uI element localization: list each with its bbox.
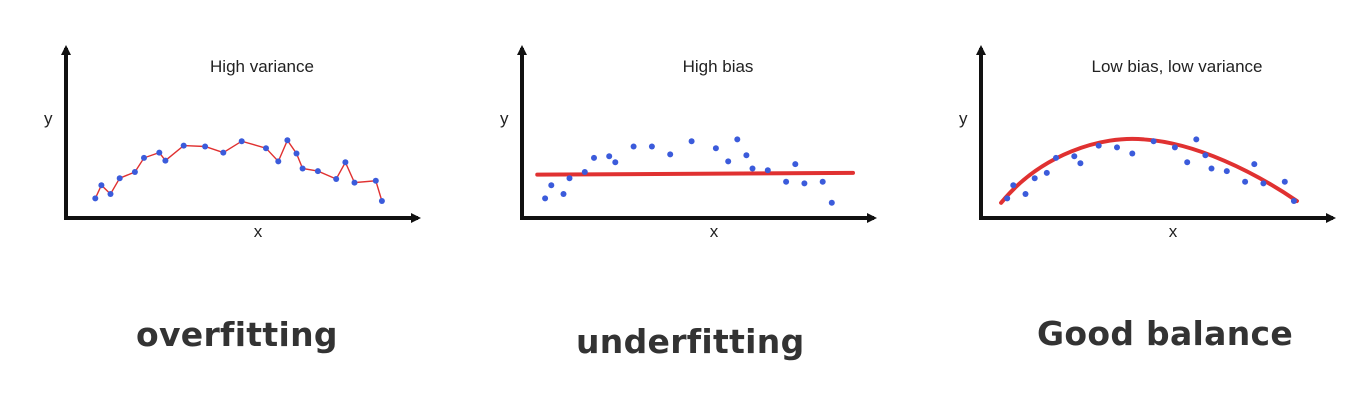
data-point	[180, 142, 187, 149]
caption-good-balance: Good balance	[1037, 314, 1294, 353]
data-point	[783, 178, 790, 185]
data-point	[560, 191, 567, 197]
data-point	[378, 198, 385, 204]
chart-overfitting: High variance x y	[44, 45, 421, 241]
data-point	[162, 157, 169, 164]
data-point	[612, 159, 619, 166]
data-point	[284, 137, 291, 144]
x-axis-label: x	[1169, 222, 1178, 241]
data-point	[1043, 169, 1050, 176]
data-point	[238, 138, 245, 145]
data-point	[1290, 198, 1297, 204]
data-point	[92, 195, 99, 202]
data-point	[1242, 178, 1249, 185]
x-axis-label: x	[710, 222, 719, 241]
data-point	[725, 158, 732, 165]
data-point	[792, 161, 799, 168]
fit-curve	[999, 136, 1299, 205]
data-point	[591, 154, 597, 161]
y-axis-label: y	[500, 109, 509, 128]
data-point	[141, 154, 147, 161]
data-point	[1184, 159, 1191, 166]
panel-underfitting: High bias x y underfitting	[496, 0, 896, 402]
data-point	[156, 149, 163, 156]
data-point	[116, 175, 123, 182]
data-point	[275, 158, 282, 165]
data-point	[648, 143, 655, 150]
panel-title: High variance	[210, 57, 314, 76]
x-axis-label: x	[254, 222, 263, 241]
data-point	[828, 199, 835, 206]
data-point	[131, 169, 138, 175]
data-point	[263, 145, 269, 152]
fit-line	[535, 170, 855, 177]
data-point	[351, 179, 358, 186]
data-point	[1077, 160, 1084, 167]
data-point	[220, 149, 227, 156]
panel-title: Low bias, low variance	[1091, 57, 1262, 76]
data-point	[1202, 152, 1209, 159]
data-point	[333, 176, 340, 182]
data-point	[743, 152, 750, 159]
data-point	[1053, 154, 1059, 161]
data-point	[1223, 168, 1230, 175]
data-point	[1129, 150, 1136, 157]
data-point	[667, 151, 674, 158]
panel-good-balance: Low bias, low variance x y Good balance	[955, 0, 1355, 402]
data-point	[688, 138, 695, 145]
data-point	[566, 175, 573, 182]
data-point	[314, 168, 321, 175]
data-point	[98, 182, 105, 189]
caption-underfitting: underfitting	[576, 322, 805, 361]
data-point	[1150, 138, 1157, 145]
data-point	[299, 165, 306, 172]
data-point	[1031, 175, 1038, 182]
caption-overfitting: overfitting	[136, 315, 338, 354]
data-point	[1171, 144, 1178, 151]
data-point	[1022, 191, 1029, 197]
y-axis-label: y	[44, 109, 53, 128]
data-point	[801, 180, 808, 187]
data-point	[293, 150, 300, 157]
data-point	[1193, 136, 1200, 143]
data-point	[734, 136, 741, 143]
fit-line	[94, 138, 383, 202]
data-point	[1281, 178, 1288, 185]
panel-overfitting: High variance x y overfitting	[40, 0, 440, 402]
data-point	[1010, 182, 1017, 189]
data-point	[542, 195, 549, 202]
panel-title: High bias	[683, 57, 754, 76]
chart-underfitting: High bias x y	[500, 45, 877, 241]
data-point	[749, 165, 756, 172]
y-axis-label: y	[959, 109, 968, 128]
data-point	[1071, 153, 1078, 160]
data-point	[764, 167, 771, 174]
data-point	[581, 169, 588, 175]
data-point	[1260, 180, 1267, 187]
data-point	[107, 191, 114, 197]
data-point	[712, 145, 719, 152]
data-point	[819, 178, 826, 185]
data-point	[606, 153, 613, 160]
data-point	[1095, 142, 1102, 149]
data-point	[548, 182, 555, 189]
data-point	[630, 143, 637, 150]
data-point	[372, 177, 379, 184]
chart-good-balance: Low bias, low variance x y	[959, 45, 1336, 241]
data-point	[1004, 195, 1011, 202]
data-point	[1208, 165, 1215, 172]
data-point	[342, 159, 349, 166]
data-point	[202, 143, 209, 150]
data-point	[1114, 144, 1120, 151]
data-point	[1251, 161, 1258, 168]
